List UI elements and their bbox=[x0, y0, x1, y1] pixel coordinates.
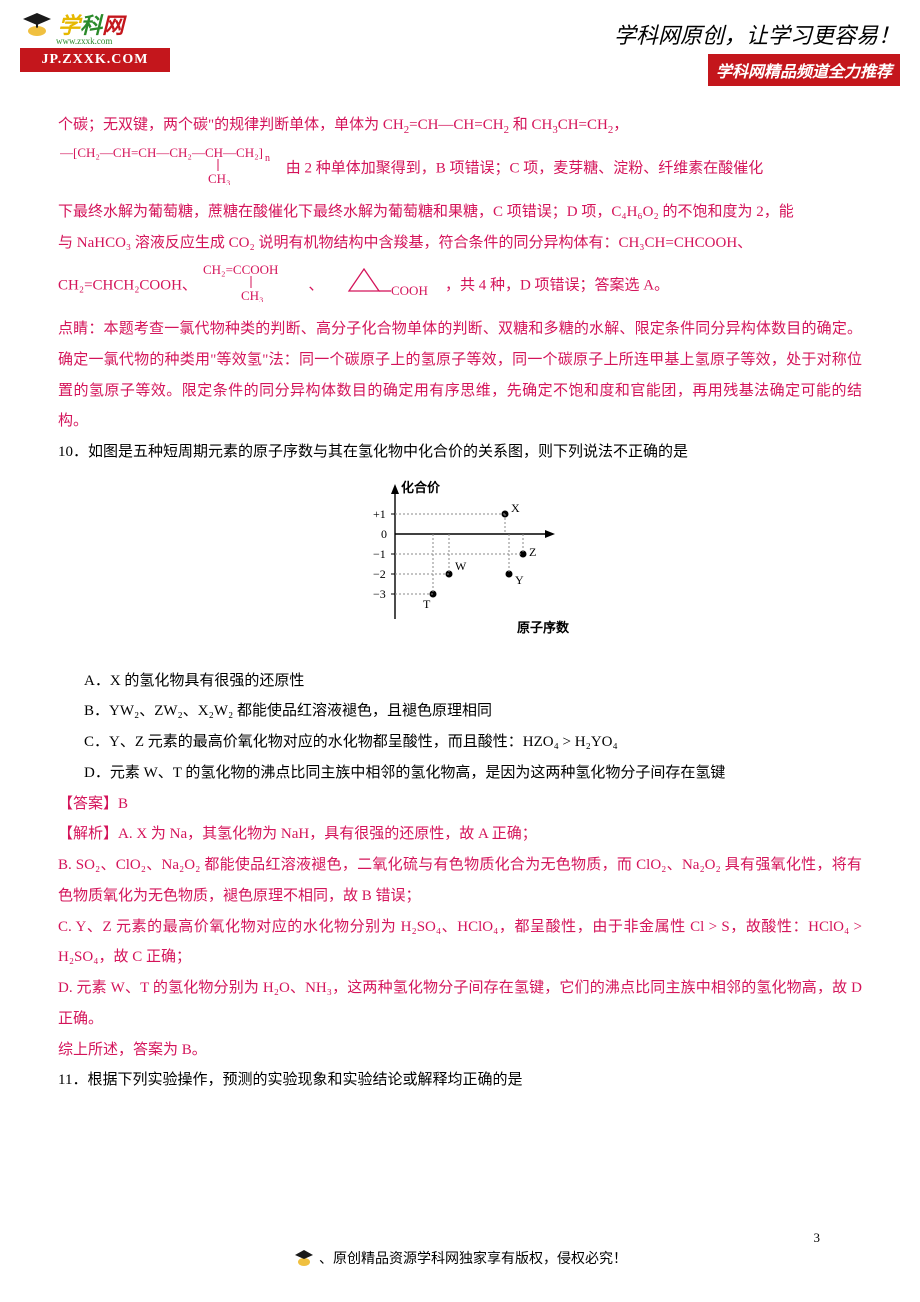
graduation-cap-icon bbox=[20, 9, 54, 39]
header-slogan: 学科网原创，让学习更容易！ bbox=[614, 18, 900, 50]
header-right: 学科网原创，让学习更容易！ 学科网精品频道全力推荐 bbox=[614, 18, 900, 86]
analysis-b: B. SO₂、ClO₂、Na₂O₂ 都能使品红溶液褪色，二氧化硫与有色物质化合为… bbox=[58, 850, 862, 912]
svg-text:Y: Y bbox=[515, 573, 524, 587]
q10-option-d: D．元素 W、T 的氢化物的沸点比同主族中相邻的氢化物高，是因为这两种氢化物分子… bbox=[58, 758, 862, 789]
explanation-p2: —[CH₂—CH=CH—CH₂—CH—CH₂] n CH₃ 由 2 种单体加聚得… bbox=[58, 141, 862, 197]
answer-label: 【答案】 bbox=[58, 796, 118, 812]
svg-text:−1: −1 bbox=[373, 547, 386, 561]
q10-option-c: C．Y、Z 元素的最高价氧化物对应的水化物都呈酸性，而且酸性：HZO₄ > H₂… bbox=[58, 727, 862, 758]
svg-text:—[CH₂—CH=CH—CH₂—CH—CH₂]: —[CH₂—CH=CH—CH₂—CH—CH₂] bbox=[60, 145, 263, 160]
explanation-p1: 个碳；无双键，两个碳"的规律判断单体，单体为 CH2=CH—CH=CH2 和 C… bbox=[58, 110, 862, 141]
cyclopropane-cooh-icon: COOH bbox=[329, 263, 439, 309]
svg-text:n: n bbox=[265, 153, 270, 164]
svg-text:CH₂=CCOOH: CH₂=CCOOH bbox=[203, 262, 278, 277]
q10-option-a: A．X 的氢化物具有很强的还原性 bbox=[58, 666, 862, 697]
footer-text: 、原创精品资源学科网独家享有版权，侵权必究！ bbox=[319, 1248, 627, 1268]
svg-text:T: T bbox=[423, 597, 431, 611]
page-footer: 、原创精品资源学科网独家享有版权，侵权必究！ bbox=[0, 1247, 920, 1274]
structure-formula-2: CH₂=CCOOH CH₃ bbox=[203, 258, 303, 314]
explanation-p3: 下最终水解为葡萄糖，蔗糖在酸催化下最终水解为葡萄糖和果糖，C 项错误；D 项，C… bbox=[58, 197, 862, 228]
polymer-formula-1: —[CH₂—CH=CH—CH₂—CH—CH₂] n CH₃ bbox=[60, 141, 280, 197]
chart-svg: 化合价 原子序数 +1 0 −1 −2 −3 X Z W bbox=[345, 474, 575, 644]
valence-chart: 化合价 原子序数 +1 0 −1 −2 −3 X Z W bbox=[58, 474, 862, 656]
q10-stem: 10．如图是五种短周期元素的原子序数与其在氢化物中化合价的关系图，则下列说法不正… bbox=[58, 437, 862, 468]
svg-text:CH₃: CH₃ bbox=[241, 288, 264, 302]
explanation-p5: CH₂=CHCH₂COOH、 CH₂=CCOOH CH₃ 、 COOH ，共 4… bbox=[58, 258, 862, 314]
dianjing-paragraph: 点睛：本题考查一氯代物种类的判断、高分子化合物单体的判断、双糖和多糖的水解、限定… bbox=[58, 314, 862, 437]
footer-cap-icon bbox=[293, 1247, 315, 1269]
page-number: 3 bbox=[814, 1230, 821, 1246]
q10-option-b: B．YW₂、ZW₂、X₂W₂ 都能使品红溶液褪色，且褪色原理相同 bbox=[58, 696, 862, 727]
svg-text:W: W bbox=[455, 559, 467, 573]
svg-text:COOH: COOH bbox=[391, 283, 428, 297]
svg-text:CH₃: CH₃ bbox=[208, 171, 231, 185]
analysis-c: C. Y、Z 元素的最高价氧化物对应的水化物分别为 H₂SO₄、HClO₄，都呈… bbox=[58, 912, 862, 974]
svg-text:−3: −3 bbox=[373, 587, 386, 601]
conclusion: 综上所述，答案为 B。 bbox=[58, 1035, 862, 1066]
svg-text:−2: −2 bbox=[373, 567, 386, 581]
svg-text:化合价: 化合价 bbox=[401, 480, 441, 495]
analysis-a: 【解析】A. X 为 Na，其氢化物为 NaH，具有很强的还原性，故 A 正确； bbox=[58, 819, 862, 850]
svg-text:+1: +1 bbox=[373, 507, 386, 521]
q11-stem: 11．根据下列实验操作，预测的实验现象和实验结论或解释均正确的是 bbox=[58, 1065, 862, 1096]
answer-line: 【答案】B bbox=[58, 789, 862, 820]
logo-badge: JP.ZXXK.COM bbox=[20, 48, 170, 72]
svg-text:原子序数: 原子序数 bbox=[517, 620, 570, 635]
logo-block: 学科网 www.zxxk.com JP.ZXXK.COM bbox=[20, 8, 170, 72]
page-header: 学科网 www.zxxk.com JP.ZXXK.COM 学科网原创，让学习更容… bbox=[0, 0, 920, 90]
analysis-label: 【解析】 bbox=[58, 826, 118, 842]
header-banner: 学科网精品频道全力推荐 bbox=[708, 54, 900, 86]
svg-text:Z: Z bbox=[529, 545, 536, 559]
analysis-d: D. 元素 W、T 的氢化物分别为 H₂O、NH₃，这两种氢化物分子间存在氢键，… bbox=[58, 973, 862, 1035]
svg-text:0: 0 bbox=[381, 527, 387, 541]
page-content: 个碳；无双键，两个碳"的规律判断单体，单体为 CH2=CH—CH=CH2 和 C… bbox=[0, 90, 920, 1096]
svg-text:X: X bbox=[511, 501, 520, 515]
explanation-p4: 与 NaHCO₃ 溶液反应生成 CO₂ 说明有机物结构中含羧基，符合条件的同分异… bbox=[58, 228, 862, 259]
answer-value: B bbox=[118, 796, 128, 812]
